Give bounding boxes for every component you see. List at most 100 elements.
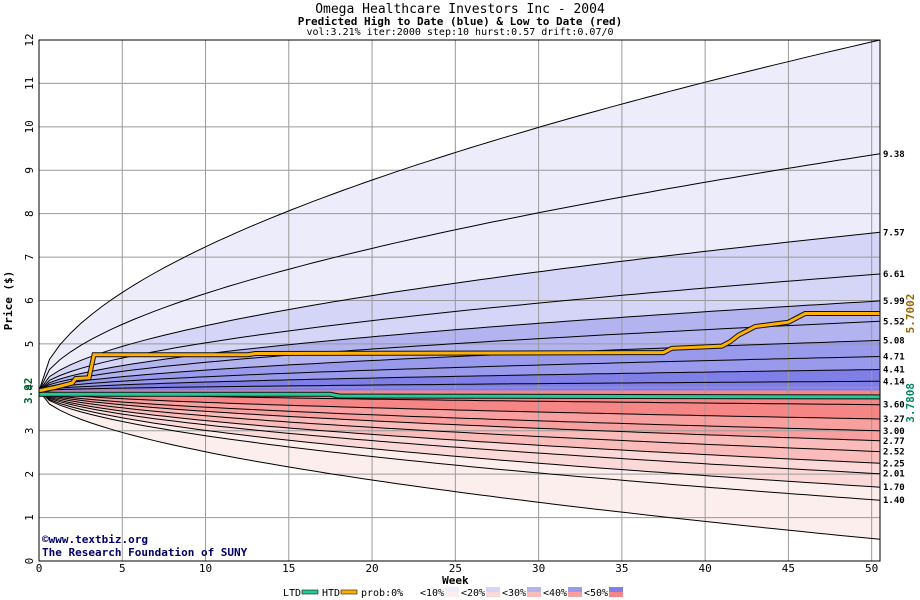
legend-item: HTD <box>322 588 358 599</box>
legend-swatch-low <box>486 592 500 597</box>
legend-item: <30% <box>502 587 541 599</box>
y-tick-label: 12 <box>23 33 36 46</box>
percentile-end-label: 5.52 <box>883 317 905 327</box>
legend-item: prob:0% <box>361 587 418 599</box>
percentile-end-label: 5.99 <box>883 297 905 307</box>
legend-swatch-low <box>527 592 541 597</box>
legend-swatch-low <box>609 592 623 597</box>
chart-subtitle: Predicted High to Date (blue) & Low to D… <box>297 15 623 28</box>
y-tick-label: 9 <box>23 167 36 174</box>
chart-params: vol:3.21% iter:2000 step:10 hurst:0.57 d… <box>306 27 614 38</box>
x-tick-label: 20 <box>365 562 378 575</box>
last-htd-label: 5.7002 <box>904 294 917 334</box>
y-tick-label: 1 <box>23 514 36 521</box>
percentile-line <box>38 231 881 392</box>
axes-layer: 0 5 10 15 20 25 30 35 40 45 500123456789101112Week… <box>2 33 881 587</box>
legend-item: <20% <box>461 587 500 599</box>
percentile-line <box>38 39 881 391</box>
legend-swatch-low <box>445 592 459 597</box>
percentile-line <box>38 273 881 392</box>
percentile-line <box>38 390 881 464</box>
y-tick-label: 7 <box>23 254 36 261</box>
percentile-line <box>38 390 881 540</box>
x-tick-label: 10 <box>199 562 212 575</box>
lines-layer <box>38 39 881 540</box>
watermark-copyright: ©www.textbiz.org <box>42 533 148 546</box>
x-tick-label: 25 <box>449 562 462 575</box>
legend-swatch-high <box>609 587 623 592</box>
legend-label: <50% <box>584 588 608 599</box>
watermark-org: The Research Foundation of SUNY <box>42 546 248 559</box>
x-tick-label: 15 <box>282 562 295 575</box>
legend-line-swatch <box>301 589 319 595</box>
htd-line <box>38 312 880 393</box>
legend-label: <20% <box>461 588 485 599</box>
y-tick-label: 0 <box>23 558 36 565</box>
x-tick-label: 35 <box>615 562 628 575</box>
x-tick-label: 40 <box>699 562 712 575</box>
ltd-line <box>39 392 881 399</box>
legend-swatch-low <box>568 592 582 597</box>
y-axis-label: Price ($) <box>2 271 15 331</box>
percentile-end-label: 9.38 <box>883 150 905 160</box>
y-tick-label: 2 <box>23 471 36 478</box>
x-tick-label: 5 <box>119 562 126 575</box>
high-band <box>39 381 880 391</box>
percentile-line <box>38 390 881 442</box>
legend-item: <40% <box>543 587 582 599</box>
percentile-end-label: 2.52 <box>883 448 905 458</box>
legend-layer: LTD HTD prob:0% <10% <20% <30% <40% <50% <box>283 587 623 599</box>
legend-swatch-high <box>404 587 418 592</box>
percentile-line <box>38 380 880 392</box>
legend-label: HTD <box>322 588 340 599</box>
percentile-end-label: 2.77 <box>883 437 905 447</box>
y-tick-label: 5 <box>23 341 36 348</box>
start-price-label: 3.92 <box>22 378 35 405</box>
legend-swatch-high <box>527 587 541 592</box>
legend-label: LTD <box>283 588 301 599</box>
percentile-end-label: 2.01 <box>883 470 905 480</box>
percentile-line <box>38 320 881 392</box>
legend-item: <10% <box>420 587 459 599</box>
x-tick-label: 30 <box>532 562 545 575</box>
percentile-line <box>38 339 881 392</box>
percentile-line <box>38 390 881 475</box>
y-tick-label: 6 <box>23 297 36 304</box>
legend-label: <30% <box>502 588 526 599</box>
legend-swatch-high <box>445 587 459 592</box>
percentile-line <box>38 356 881 392</box>
legend-label: <40% <box>543 588 567 599</box>
plot-frame <box>38 39 881 562</box>
legend-label: prob:0% <box>361 588 403 599</box>
labels-layer: 3.92 9.38 7.57 6.61 5.99 5.52 5.08 4.71 4.414.14… <box>22 150 917 559</box>
percentile-line <box>38 390 881 420</box>
legend-swatch-high <box>568 587 582 592</box>
last-ltd-label: 3.7808 <box>904 383 917 423</box>
percentile-end-label: 5.08 <box>883 336 905 346</box>
x-tick-label: 50 <box>865 562 878 575</box>
percentile-end-label: 4.71 <box>883 353 905 363</box>
y-tick-label: 10 <box>23 120 36 133</box>
legend-item: LTD <box>283 588 319 599</box>
y-tick-label: 8 <box>23 210 36 217</box>
percentile-line <box>38 390 881 453</box>
legend-swatch-low <box>404 592 418 597</box>
legend-label: <10% <box>420 588 444 599</box>
chart-title: Omega Healthcare Investors Inc - 2004 <box>315 2 605 17</box>
percentile-end-label: 4.41 <box>883 366 905 376</box>
legend-item: <50% <box>584 587 623 599</box>
y-tick-label: 3 <box>23 427 36 434</box>
x-axis-label: Week <box>442 574 469 587</box>
y-tick-label: 4 <box>23 384 36 391</box>
percentile-line <box>38 390 881 501</box>
percentile-end-label: 1.40 <box>883 496 905 506</box>
y-tick-label: 11 <box>23 77 36 90</box>
percentile-end-label: 6.61 <box>883 270 905 280</box>
percentile-line <box>38 153 881 392</box>
percentile-end-label: 3.27 <box>883 415 905 425</box>
percentile-end-label: 3.60 <box>883 401 905 411</box>
x-tick-label: 0 <box>36 562 43 575</box>
percentile-line <box>38 390 881 488</box>
